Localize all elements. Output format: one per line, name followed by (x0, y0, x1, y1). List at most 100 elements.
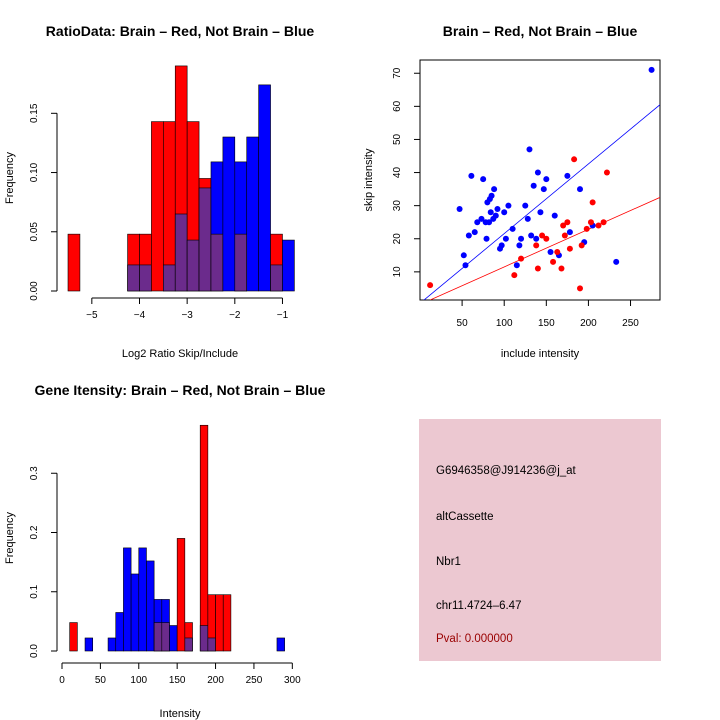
histogram-bar (84, 637, 94, 652)
not-brain-point (498, 242, 505, 249)
not-brain-point (478, 215, 485, 222)
histogram-bar (222, 136, 236, 292)
x-tick-label: −4 (134, 310, 146, 321)
histogram-overlap-bar (161, 622, 170, 652)
brain-point (550, 258, 557, 265)
y-tick-label: 10 (392, 266, 403, 278)
not-brain-point (509, 225, 516, 232)
histogram-bar (107, 637, 117, 652)
y-tick-label: 0.3 (29, 466, 40, 480)
brain-point (534, 265, 541, 272)
histogram-overlap-bar (234, 233, 248, 292)
histogram-bar (199, 424, 209, 652)
histogram-bar (176, 538, 186, 652)
not-brain-point (483, 235, 490, 242)
not-brain-point (551, 212, 558, 219)
ratio-histogram-bars (67, 65, 295, 292)
intensity-histogram-xlabel: Intensity (160, 708, 201, 720)
not-brain-point (537, 209, 544, 216)
ratio-histogram-ylabel: Frequency (4, 152, 16, 204)
scatter-xlabel: include intensity (501, 348, 580, 360)
not-brain-point (516, 242, 523, 249)
not-brain-point (518, 235, 525, 242)
not-brain-point (577, 186, 583, 193)
not-brain-point (456, 205, 463, 212)
not-brain-point (462, 262, 469, 269)
not-brain-point (460, 252, 467, 259)
not-brain-point (533, 235, 540, 242)
y-tick-label: 30 (392, 200, 403, 212)
not-brain-point (480, 176, 487, 183)
histogram-bar (151, 121, 164, 292)
x-tick-label: 200 (207, 675, 224, 686)
histogram-bar (246, 136, 259, 292)
scatter-title: Brain – Red, Not Brain – Blue (443, 23, 638, 39)
intensity-histogram-ylabel: Frequency (4, 512, 16, 564)
histogram-overlap-bar (210, 233, 224, 292)
brain-point (564, 219, 571, 226)
x-tick-label: 250 (622, 318, 639, 329)
brain-point (595, 222, 602, 229)
brain-point (554, 249, 561, 255)
intensity-histogram-bars (69, 424, 285, 652)
histogram-bar (130, 573, 140, 652)
y-tick-label: 0.10 (29, 162, 40, 182)
x-tick-label: −2 (229, 310, 241, 321)
x-tick-label: 0 (59, 675, 65, 686)
not-brain-fit-line (423, 104, 660, 300)
not-brain-point (648, 66, 655, 73)
brain-point (583, 225, 590, 232)
histogram-overlap-bar (174, 213, 188, 292)
histogram-overlap-bar (139, 264, 152, 292)
not-brain-point (474, 219, 481, 226)
y-tick-label: 0.15 (29, 103, 40, 123)
scatter-plot-area: 50 100 150 200 250 10 20 30 40 50 60 70 (392, 59, 661, 329)
y-tick-label: 70 (392, 67, 403, 79)
scatter-frame (419, 59, 661, 301)
not-brain-point (526, 146, 533, 153)
brain-point (561, 232, 568, 239)
x-tick-label: 50 (457, 318, 469, 329)
probe-id-text: G6946358@J914236@j_at (436, 465, 576, 477)
brain-point (427, 282, 434, 289)
intensity-histogram-panel: Gene Itensity: Brain – Red, Not Brain – … (4, 382, 326, 720)
not-brain-point (540, 186, 547, 193)
not-brain-point (564, 172, 571, 179)
x-tick-label: 300 (284, 675, 301, 686)
histogram-overlap-bar (186, 239, 200, 292)
y-tick-label: 0.2 (29, 525, 40, 539)
not-brain-point (492, 212, 499, 219)
histogram-overlap-bar (199, 625, 209, 652)
brain-point (603, 169, 610, 176)
y-tick-label: 0.1 (29, 584, 40, 598)
not-brain-point (613, 258, 620, 265)
not-brain-point (488, 192, 495, 199)
ratio-histogram-title: RatioData: Brain – Red, Not Brain – Blue (46, 23, 315, 39)
location-text: chr11.4724–6.47 (436, 600, 522, 612)
histogram-bar (222, 594, 232, 652)
not-brain-point (530, 182, 537, 189)
x-tick-label: −3 (181, 310, 193, 321)
histogram-bar (282, 239, 295, 292)
brain-point (577, 285, 583, 292)
not-brain-point (522, 202, 529, 209)
histogram-bar (276, 637, 285, 652)
brain-point (558, 265, 565, 272)
histogram-bar (123, 547, 132, 652)
x-tick-label: −5 (86, 310, 98, 321)
not-brain-point (501, 209, 508, 216)
not-brain-point (487, 209, 494, 216)
histogram-bar (69, 622, 78, 652)
x-tick-label: −1 (277, 310, 289, 321)
not-brain-point (465, 232, 472, 239)
gene-name-text: Nbr1 (436, 556, 461, 568)
histogram-overlap-bar (207, 637, 216, 652)
x-tick-label: 100 (496, 318, 513, 329)
ratio-histogram-panel: RatioData: Brain – Red, Not Brain – Blue… (4, 23, 314, 360)
brain-fit-line (429, 197, 660, 300)
pval-text: Pval: 0.000000 (436, 633, 513, 645)
not-brain-point (534, 169, 541, 176)
not-brain-point (543, 176, 550, 183)
x-tick-label: 50 (95, 675, 107, 686)
